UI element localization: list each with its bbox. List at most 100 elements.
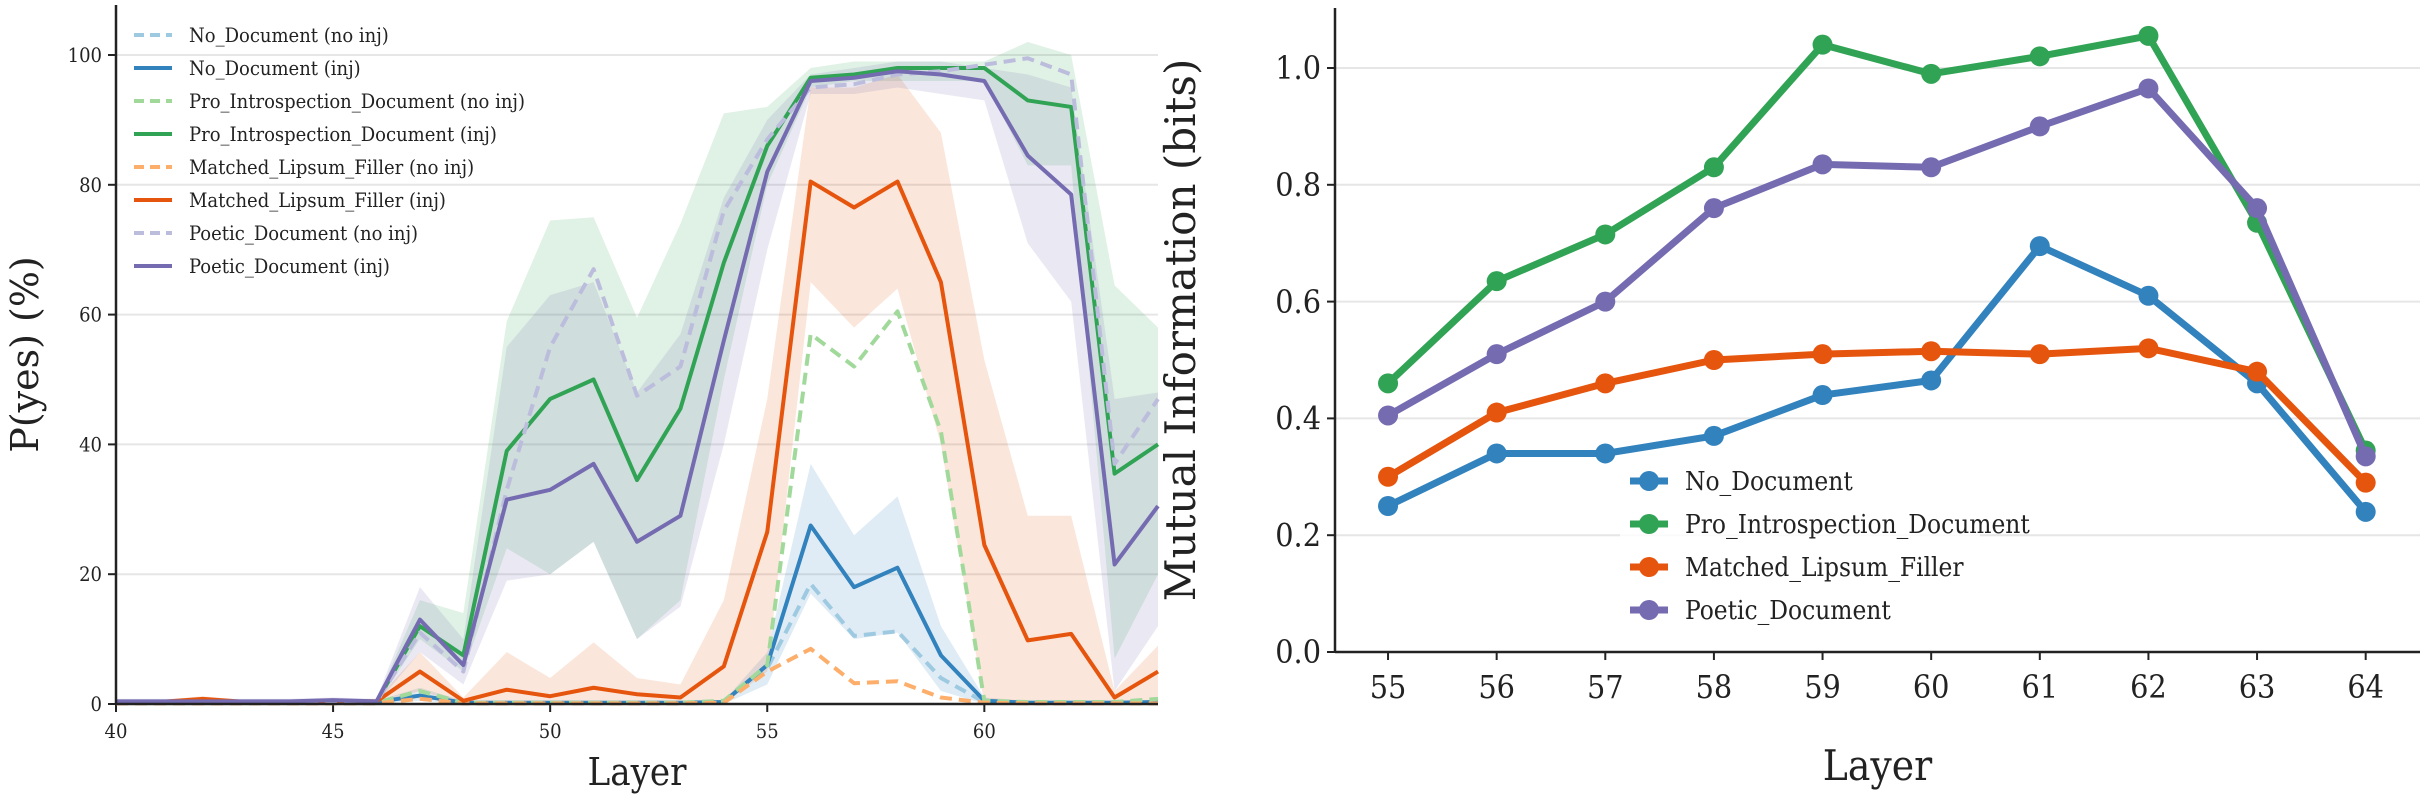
- data-point: [1595, 291, 1616, 312]
- x-tick-label: 58: [1696, 668, 1733, 706]
- data-point: [1812, 385, 1833, 406]
- data-point: [2029, 344, 2050, 365]
- legend-marker: [1639, 514, 1659, 534]
- x-tick-label: 60: [973, 719, 996, 743]
- data-point: [2138, 338, 2159, 359]
- x-tick-label: 60: [1913, 668, 1950, 706]
- series-line: [1386, 84, 2369, 458]
- legend-label: Matched_Lipsum_Filler (no inj): [189, 155, 474, 179]
- series-line: [1385, 32, 2369, 453]
- right-chart-mutual-information: 0.0 0.2 0.4 0.6 0.8 1.0 55 56 57 58 59 60 61 62 63 64 La…: [1156, 8, 2420, 790]
- data-point: [1595, 224, 1616, 245]
- x-tick-label: 59: [1804, 668, 1841, 706]
- data-point: [2247, 361, 2268, 382]
- data-point: [1378, 405, 1399, 426]
- data-point: [1703, 198, 1724, 219]
- y-tick-label: 40: [79, 432, 102, 456]
- x-tick-label: 57: [1587, 668, 1624, 706]
- data-point: [2247, 198, 2268, 219]
- legend-label: Pro_Introspection_Document: [1685, 510, 2030, 540]
- data-point: [1921, 157, 1942, 178]
- legend-label: Pro_Introspection_Document (inj): [189, 122, 497, 146]
- y-axis-label: Mutual Information (bits): [1156, 59, 1205, 602]
- x-tick-label: 45: [322, 719, 345, 743]
- data-point: [1595, 373, 1616, 394]
- x-axis-label: Layer: [588, 750, 688, 794]
- legend-bg: [1620, 459, 1980, 503]
- data-point: [1812, 344, 1833, 365]
- data-point: [1486, 443, 1507, 464]
- data-point: [1703, 425, 1724, 446]
- y-tick-label: 0: [91, 692, 102, 716]
- legend-label: Poetic_Document (inj): [189, 254, 390, 278]
- legend-label: Pro_Introspection_Document (no inj): [189, 89, 525, 113]
- data-point: [1595, 443, 1616, 464]
- x-tick-label: 50: [539, 719, 562, 743]
- y-tick-label: 0.8: [1275, 166, 1321, 204]
- y-tick-label: 80: [79, 173, 102, 197]
- data-point: [2138, 285, 2159, 306]
- data-point: [1378, 466, 1399, 487]
- data-point: [2355, 446, 2376, 467]
- data-point: [2138, 78, 2159, 99]
- legend-marker: [1639, 557, 1659, 577]
- x-tick-label: 56: [1478, 668, 1515, 706]
- y-tick-label: 0.6: [1275, 283, 1321, 321]
- legend-label: Poetic_Document (no inj): [189, 221, 418, 245]
- legend-label: No_Document (no inj): [189, 23, 389, 47]
- data-point: [1921, 341, 1942, 362]
- x-tick-label: 63: [2239, 668, 2276, 706]
- x-tick-label: 61: [2021, 668, 2058, 706]
- x-tick-label: 55: [756, 719, 779, 743]
- data-point: [1812, 34, 1833, 55]
- left-chart-p-yes: 0 20 40 60 80 100 40 45 50 55 60 Layer P(yes) (%) No_…: [3, 5, 1160, 794]
- y-tick-label: 20: [79, 562, 102, 586]
- x-tick-label: 40: [105, 719, 128, 743]
- data-point: [1486, 402, 1507, 423]
- series-line: [1386, 344, 2369, 486]
- confidence-band: [116, 42, 1158, 704]
- data-point: [2355, 501, 2376, 522]
- data-point: [2355, 472, 2376, 493]
- confidence-band: [116, 463, 1158, 704]
- y-tick-label: 1.0: [1275, 49, 1321, 87]
- confidence-band: [116, 74, 1158, 705]
- legend-label: No_Document (inj): [189, 56, 361, 80]
- y-tick-label: 0.0: [1275, 633, 1321, 671]
- x-axis-label: Layer: [1823, 741, 1933, 790]
- x-tick-label: 62: [2130, 668, 2167, 706]
- data-point: [1921, 370, 1942, 391]
- data-point: [2029, 116, 2050, 137]
- data-point: [1812, 154, 1833, 175]
- legend-label: Matched_Lipsum_Filler: [1685, 553, 1964, 583]
- data-point: [1921, 63, 1942, 84]
- x-tick-label: 64: [2347, 668, 2384, 706]
- legend-bg: [1620, 588, 1980, 632]
- data-point: [1378, 373, 1399, 394]
- legend-label: Matched_Lipsum_Filler (inj): [189, 188, 446, 212]
- series-line: [116, 69, 1160, 704]
- legend-marker: [1639, 471, 1659, 491]
- data-point: [2138, 25, 2159, 46]
- legend-bg: [1620, 502, 1980, 546]
- data-point: [1378, 496, 1399, 516]
- legend-bg: [1620, 545, 1980, 589]
- data-point: [2029, 46, 2050, 67]
- y-tick-label: 0.4: [1275, 400, 1321, 438]
- y-tick-label: 100: [68, 43, 102, 67]
- data-point: [1486, 271, 1507, 292]
- data-point: [1486, 344, 1507, 365]
- series-line: [1386, 242, 2369, 515]
- data-point: [1703, 350, 1724, 370]
- y-tick-label: 0.2: [1275, 516, 1321, 554]
- confidence-band: [116, 61, 1158, 705]
- y-tick-label: 60: [79, 303, 102, 327]
- y-axis-label: P(yes) (%): [3, 256, 47, 453]
- legend-label: Poetic_Document: [1685, 596, 1891, 626]
- x-tick-label: 55: [1370, 668, 1407, 706]
- data-point: [2029, 236, 2050, 257]
- legend-marker: [1639, 600, 1659, 620]
- data-point: [1703, 157, 1724, 178]
- legend-label: No_Document: [1685, 467, 1853, 497]
